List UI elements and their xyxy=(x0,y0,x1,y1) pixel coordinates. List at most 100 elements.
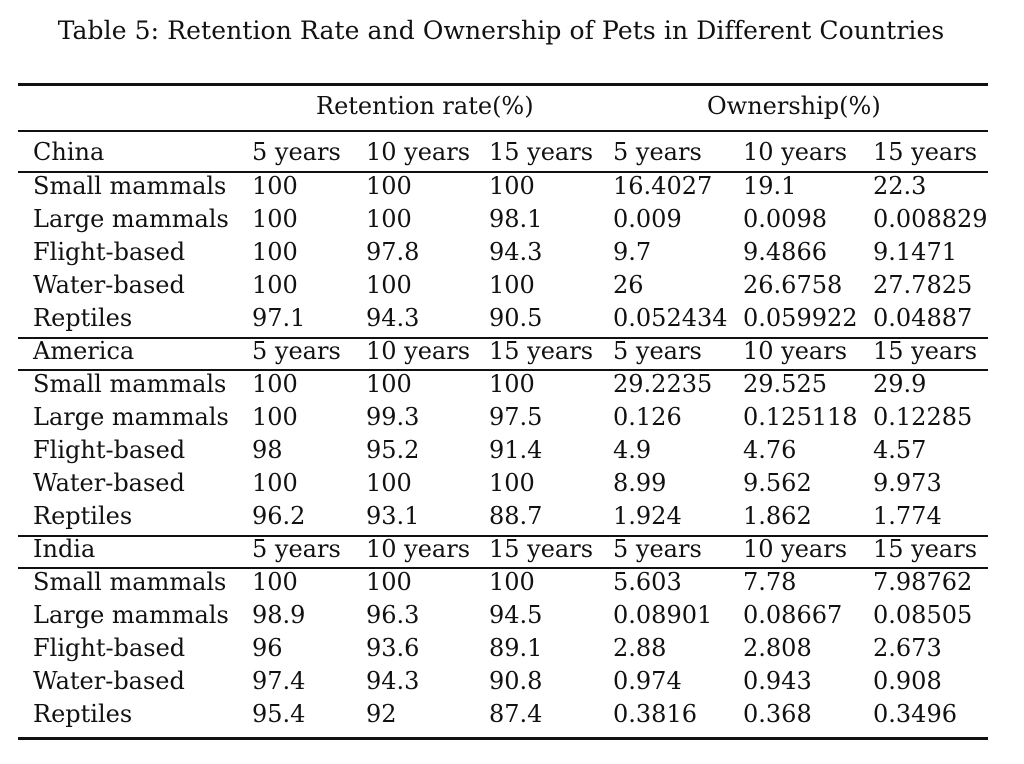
table-row: Flight-based 96 93.6 89.1 2.88 2.808 2.6… xyxy=(0,634,1024,667)
table-cell: 96 xyxy=(252,634,283,662)
column-header: 15 years xyxy=(873,138,978,166)
table-cell: 16.4027 xyxy=(613,172,713,200)
table-cell: 19.1 xyxy=(743,172,797,200)
table-row: Small mammals 100 100 100 16.4027 19.1 2… xyxy=(0,172,1024,205)
section-rule xyxy=(18,337,988,339)
table-cell: 4.9 xyxy=(613,436,652,464)
table-cell: 98.1 xyxy=(489,205,543,233)
table-cell: 96.2 xyxy=(252,502,306,530)
retention-rate-header: Retention rate(%) xyxy=(316,92,534,120)
table-cell: 100 xyxy=(489,568,535,596)
table-row: Flight-based 98 95.2 91.4 4.9 4.76 4.57 xyxy=(0,436,1024,469)
table-cell: 0.052434 xyxy=(613,304,728,332)
column-header: 10 years xyxy=(743,535,848,563)
row-label: Water-based xyxy=(33,667,185,695)
table-cell: 0.08505 xyxy=(873,601,973,629)
table-cell: 0.368 xyxy=(743,700,812,728)
table-cell: 0.08667 xyxy=(743,601,843,629)
table-cell: 88.7 xyxy=(489,502,543,530)
table-row: Small mammals 100 100 100 5.603 7.78 7.9… xyxy=(0,568,1024,601)
row-label: Flight-based xyxy=(33,634,186,662)
row-label: Small mammals xyxy=(33,568,227,596)
table-cell: 100 xyxy=(252,172,298,200)
bottom-rule xyxy=(18,737,988,740)
table-cell: 100 xyxy=(366,271,412,299)
column-header: 10 years xyxy=(366,138,471,166)
country-label: America xyxy=(33,337,135,365)
table-cell: 93.6 xyxy=(366,634,420,662)
table-cell: 97.4 xyxy=(252,667,306,695)
column-header: 15 years xyxy=(489,535,594,563)
table-row: Water-based 97.4 94.3 90.8 0.974 0.943 0… xyxy=(0,667,1024,700)
table-cell: 0.3816 xyxy=(613,700,697,728)
table-cell: 94.5 xyxy=(489,601,543,629)
table-cell: 9.7 xyxy=(613,238,652,266)
table-cell: 100 xyxy=(366,370,412,398)
table-cell: 29.9 xyxy=(873,370,927,398)
table-cell: 1.862 xyxy=(743,502,812,530)
table-cell: 0.04887 xyxy=(873,304,973,332)
table-cell: 0.009 xyxy=(613,205,682,233)
table-cell: 97.5 xyxy=(489,403,543,431)
table-cell: 26 xyxy=(613,271,644,299)
column-header: 5 years xyxy=(252,535,341,563)
table-cell: 100 xyxy=(366,568,412,596)
table-cell: 22.3 xyxy=(873,172,927,200)
table-cell: 100 xyxy=(489,469,535,497)
table-cell: 100 xyxy=(252,403,298,431)
table-cell: 100 xyxy=(252,469,298,497)
section-header-china: China 5 years 10 years 15 years 5 years … xyxy=(0,138,1024,171)
table-row: Large mammals 100 99.3 97.5 0.126 0.1251… xyxy=(0,403,1024,436)
table-cell: 95.2 xyxy=(366,436,420,464)
table-cell: 4.76 xyxy=(743,436,797,464)
table-cell: 2.673 xyxy=(873,634,942,662)
table-cell: 9.973 xyxy=(873,469,942,497)
table-cell: 91.4 xyxy=(489,436,543,464)
row-label: Flight-based xyxy=(33,238,186,266)
table-row: Water-based 100 100 100 26 26.6758 27.78… xyxy=(0,271,1024,304)
table-cell: 100 xyxy=(252,205,298,233)
section-rule xyxy=(18,369,988,371)
table-cell: 100 xyxy=(252,370,298,398)
table-row: Flight-based 100 97.8 94.3 9.7 9.4866 9.… xyxy=(0,238,1024,271)
table-cell: 100 xyxy=(252,568,298,596)
table-cell: 94.3 xyxy=(366,667,420,695)
table-cell: 89.1 xyxy=(489,634,543,662)
column-header: 15 years xyxy=(489,337,594,365)
ownership-header: Ownership(%) xyxy=(707,92,881,120)
table-cell: 100 xyxy=(489,271,535,299)
table-cell: 0.974 xyxy=(613,667,682,695)
column-header: 10 years xyxy=(366,337,471,365)
table-cell: 9.562 xyxy=(743,469,812,497)
table-cell: 100 xyxy=(489,172,535,200)
table-caption: Table 5: Retention Rate and Ownership of… xyxy=(57,16,945,45)
row-label: Large mammals xyxy=(33,205,229,233)
top-rule xyxy=(18,83,988,86)
table-cell: 29.525 xyxy=(743,370,827,398)
table-cell: 9.1471 xyxy=(873,238,957,266)
table-cell: 98 xyxy=(252,436,283,464)
table-cell: 93.1 xyxy=(366,502,420,530)
column-header: 5 years xyxy=(252,138,341,166)
table-cell: 27.7825 xyxy=(873,271,973,299)
table-cell: 0.08901 xyxy=(613,601,713,629)
table-row: Reptiles 96.2 93.1 88.7 1.924 1.862 1.77… xyxy=(0,502,1024,535)
table-row: Reptiles 97.1 94.3 90.5 0.052434 0.05992… xyxy=(0,304,1024,337)
table-cell: 0.3496 xyxy=(873,700,957,728)
column-header: 5 years xyxy=(613,337,702,365)
row-label: Large mammals xyxy=(33,403,229,431)
country-label: China xyxy=(33,138,105,166)
table-cell: 29.2235 xyxy=(613,370,713,398)
section-header-india: India 5 years 10 years 15 years 5 years … xyxy=(0,535,1024,568)
section-rule xyxy=(18,535,988,537)
column-header: 10 years xyxy=(366,535,471,563)
table-cell: 0.059922 xyxy=(743,304,858,332)
table-cell: 4.57 xyxy=(873,436,927,464)
row-label: Small mammals xyxy=(33,370,227,398)
row-label: Reptiles xyxy=(33,502,133,530)
column-header: 15 years xyxy=(873,535,978,563)
table-cell: 90.5 xyxy=(489,304,543,332)
row-label: Reptiles xyxy=(33,700,133,728)
table-cell: 7.98762 xyxy=(873,568,973,596)
section-rule xyxy=(18,171,988,173)
